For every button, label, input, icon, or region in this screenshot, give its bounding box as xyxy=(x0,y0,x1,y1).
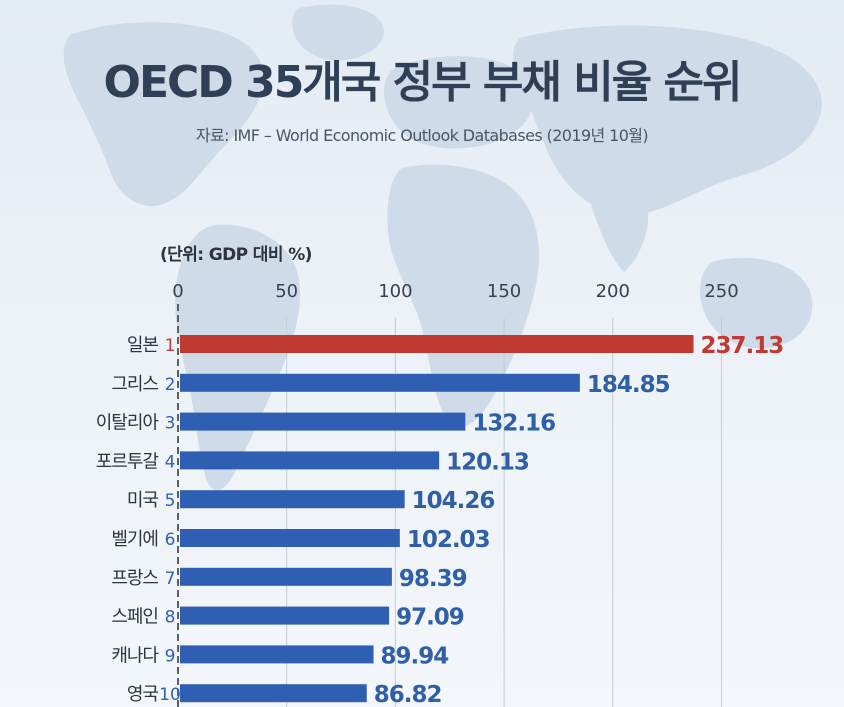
data-label: 98.39 xyxy=(399,566,467,592)
x-axis-ticks: 0 50 100 150 200 250 xyxy=(172,281,738,302)
bar xyxy=(180,412,466,431)
data-label: 132.16 xyxy=(472,411,555,437)
bar xyxy=(180,373,580,392)
rank-label: 5 xyxy=(165,491,176,511)
category-label: 영국 xyxy=(127,684,159,705)
bars xyxy=(180,335,694,703)
rank-label: 10 xyxy=(159,685,181,705)
bar xyxy=(180,606,390,625)
map-asia xyxy=(513,25,822,216)
category-label: 캐나다 xyxy=(111,645,159,666)
category-label: 미국 xyxy=(127,490,159,511)
x-tick-label: 50 xyxy=(275,281,298,302)
source-caption: 자료: IMF – World Economic Outlook Databas… xyxy=(195,126,649,145)
map-continents xyxy=(63,4,822,491)
x-tick-label: 0 xyxy=(172,281,183,302)
unit-label: (단위: GDP 대비 %) xyxy=(160,245,312,265)
bar xyxy=(180,335,694,353)
x-tick-label: 250 xyxy=(704,281,738,302)
bar xyxy=(180,529,400,547)
category-label: 일본 xyxy=(127,335,159,356)
map-greenland xyxy=(292,4,384,61)
rank-label: 9 xyxy=(165,646,176,666)
category-label: 프랑스 xyxy=(111,568,158,589)
rank-label: 3 xyxy=(165,414,176,434)
map-europe xyxy=(384,56,533,149)
category-label: 포르투갈 xyxy=(96,451,159,472)
category-label: 벨기에 xyxy=(111,529,158,550)
bar xyxy=(180,451,440,470)
rank-label: 4 xyxy=(165,452,176,472)
map-australia xyxy=(699,257,813,349)
data-label: 89.94 xyxy=(381,643,449,669)
data-label: 237.13 xyxy=(701,333,784,359)
rank-label: 8 xyxy=(165,608,176,628)
x-tick-label: 200 xyxy=(596,281,630,302)
bar xyxy=(180,684,367,703)
data-label: 184.85 xyxy=(587,372,670,398)
rank-label: 1 xyxy=(165,336,176,356)
rank-label: 2 xyxy=(165,375,176,395)
chart-title: OECD 35개국 정부 부채 비율 순위 xyxy=(103,57,743,108)
x-tick-label: 100 xyxy=(378,281,412,302)
category-label: 스페인 xyxy=(111,607,158,628)
x-tick-label: 150 xyxy=(487,281,521,302)
rank-label: 7 xyxy=(165,569,176,589)
category-label: 이탈리아 xyxy=(96,413,160,434)
data-label: 97.09 xyxy=(396,605,464,631)
rank-label: 6 xyxy=(165,530,176,550)
data-label: 104.26 xyxy=(412,488,495,514)
category-label: 그리스 xyxy=(111,374,158,395)
data-label: 120.13 xyxy=(446,449,529,475)
data-label: 86.82 xyxy=(374,682,442,707)
data-label: 102.03 xyxy=(407,527,490,553)
bar xyxy=(180,567,392,586)
map-north-america xyxy=(63,22,264,207)
bar xyxy=(180,645,374,664)
map-africa xyxy=(387,164,540,427)
bar xyxy=(180,490,405,509)
map-india xyxy=(590,179,649,272)
